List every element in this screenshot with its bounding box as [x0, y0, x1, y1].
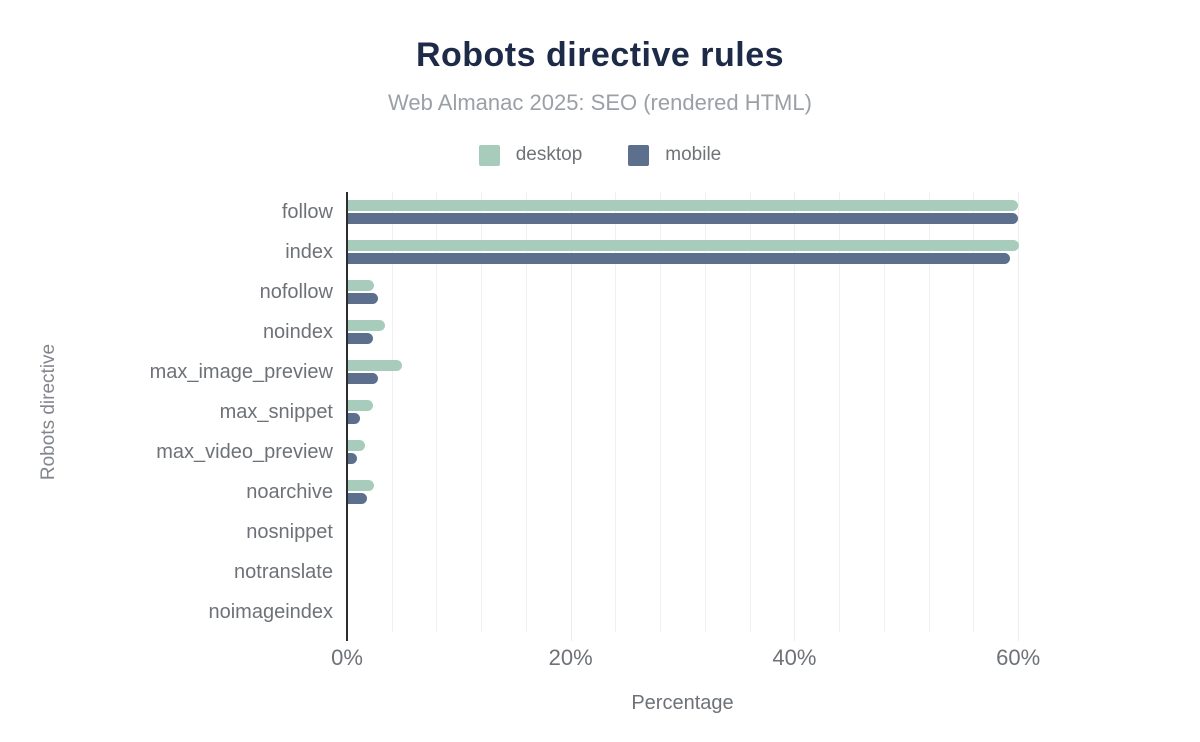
- legend-item-desktop: desktop: [478, 144, 583, 166]
- bar-row: [347, 352, 1130, 392]
- legend: desktop mobile: [0, 144, 1200, 166]
- bar-row: [347, 232, 1130, 272]
- category-label: max_image_preview: [149, 360, 333, 383]
- bar-mobile: [347, 333, 373, 344]
- bar-row: [347, 592, 1130, 632]
- category-label: nosnippet: [246, 520, 333, 543]
- category-label: noimageindex: [208, 600, 333, 623]
- bar-row: [347, 272, 1130, 312]
- bar-mobile: [347, 293, 379, 304]
- legend-item-mobile: mobile: [628, 144, 721, 166]
- bar-desktop: [347, 240, 1020, 251]
- category-label: follow: [281, 200, 333, 223]
- bar-row: [347, 432, 1130, 472]
- gridline: [570, 192, 572, 641]
- gridline: [525, 192, 527, 632]
- category-label: max_video_preview: [156, 440, 333, 463]
- bar-desktop: [347, 280, 374, 291]
- x-tick-label: 60%: [996, 645, 1041, 670]
- bar-mobile: [347, 493, 368, 504]
- x-tick-label: 20%: [548, 645, 593, 670]
- bar-mobile: [347, 413, 361, 424]
- bar-row: [347, 192, 1130, 232]
- plot-area: [347, 192, 1130, 641]
- gridline: [704, 192, 706, 632]
- gridline: [660, 192, 662, 632]
- gridline: [973, 192, 975, 632]
- bar-row: [347, 472, 1130, 512]
- gridline: [883, 192, 885, 632]
- mobile-swatch-icon: [628, 144, 650, 166]
- x-axis-title: Percentage: [631, 692, 734, 714]
- legend-label: mobile: [665, 144, 722, 165]
- bar-desktop: [347, 400, 373, 411]
- bar-row: [347, 512, 1130, 552]
- y-axis-line: [346, 192, 348, 641]
- bar-row: [347, 312, 1130, 352]
- bar-desktop: [347, 200, 1019, 211]
- bar-desktop: [347, 440, 365, 451]
- bar-desktop: [347, 480, 374, 491]
- gridline: [436, 192, 438, 632]
- x-tick-label: 40%: [772, 645, 817, 670]
- category-label: index: [285, 240, 333, 263]
- desktop-swatch-icon: [478, 144, 500, 166]
- bar-desktop: [347, 360, 402, 371]
- category-label: notranslate: [234, 560, 333, 583]
- gridline: [928, 192, 930, 632]
- gridline: [391, 192, 393, 632]
- gridline: [1018, 192, 1020, 641]
- bar-row: [347, 552, 1130, 592]
- bar-mobile: [347, 453, 358, 464]
- bar-row: [347, 392, 1130, 432]
- category-label: max_snippet: [219, 400, 333, 423]
- category-label: nofollow: [259, 280, 333, 303]
- gridline: [839, 192, 841, 632]
- gridline: [481, 192, 483, 632]
- gridline: [615, 192, 617, 632]
- chart-title: Robots directive rules: [415, 36, 785, 74]
- category-label: noindex: [262, 320, 333, 343]
- x-axis-ticks: 0% 20% 40% 60%: [331, 645, 1130, 671]
- legend-label: desktop: [515, 144, 583, 165]
- bar-mobile: [347, 373, 379, 384]
- gridline: [794, 192, 796, 641]
- chart-subtitle: Web Almanac 2025: SEO (rendered HTML): [388, 90, 812, 115]
- bar-desktop: [347, 320, 386, 331]
- bar-mobile: [347, 253, 1011, 264]
- gridline: [749, 192, 751, 632]
- bar-mobile: [347, 213, 1019, 224]
- category-labels: follow index nofollow noindex max_image_prev…: [0, 192, 333, 632]
- x-tick-label: 0%: [331, 645, 363, 670]
- category-label: noarchive: [246, 480, 333, 503]
